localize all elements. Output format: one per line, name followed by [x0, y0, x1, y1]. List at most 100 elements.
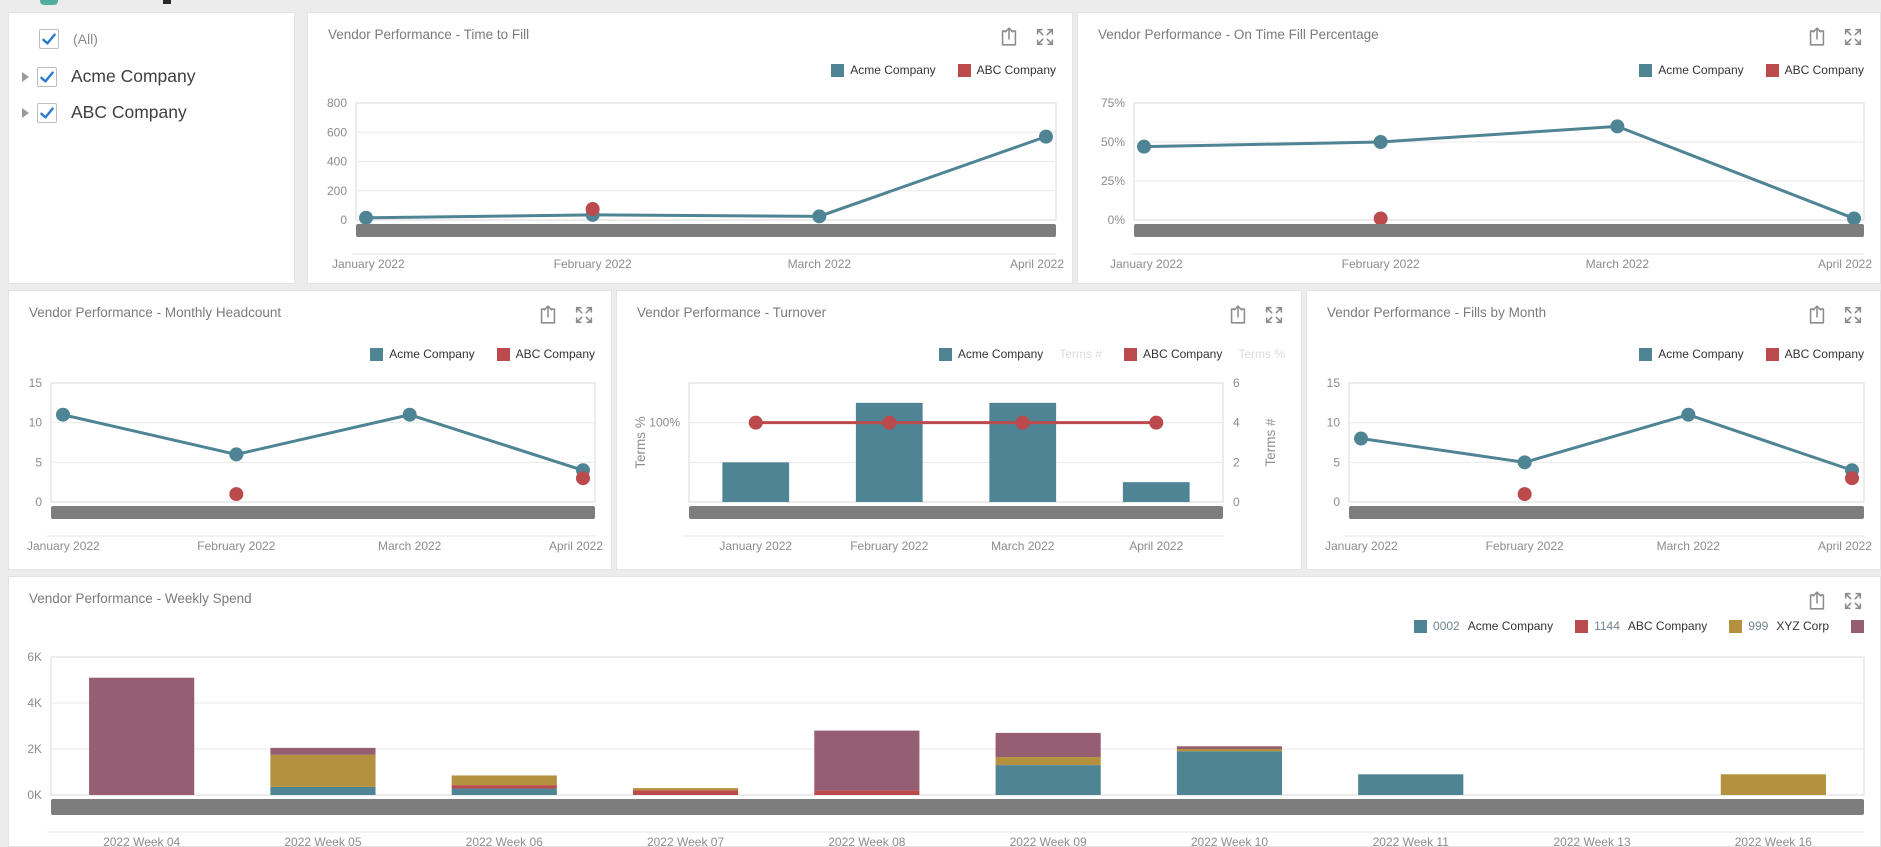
fullscreen-expand-icon[interactable] — [1842, 26, 1864, 48]
expander-icon[interactable] — [22, 71, 29, 82]
filter-item-abc-label[interactable]: ABC Company — [71, 102, 187, 122]
svg-text:0%: 0% — [1108, 213, 1126, 227]
legend-item[interactable]: Acme Company — [370, 347, 475, 361]
svg-text:10: 10 — [29, 416, 43, 430]
svg-text:5: 5 — [35, 455, 42, 469]
legend-swatch — [957, 63, 971, 77]
legend-item[interactable]: 0002 Acme Company — [1414, 619, 1553, 633]
legend-item[interactable]: Acme Company — [1639, 347, 1744, 361]
export-share-icon[interactable] — [1806, 304, 1828, 326]
legend-item[interactable]: ABC Company — [1765, 63, 1864, 77]
chart-legend: Acme Company ABC Company — [1639, 347, 1864, 361]
fills-by-month-chart[interactable]: 0 5 10 15 January 2022 February 2022 March 202… — [1307, 291, 1880, 569]
legend-swatch — [1765, 63, 1779, 77]
chart-scrollbar — [51, 506, 595, 519]
svg-text:March 2022: March 2022 — [788, 257, 852, 271]
checkbox-abc-company[interactable] — [37, 102, 57, 123]
legend-swatch — [1639, 63, 1653, 77]
svg-text:6: 6 — [1233, 376, 1240, 390]
legend-item[interactable]: ABC Company — [957, 63, 1056, 77]
svg-text:0K: 0K — [27, 788, 42, 802]
filter-item-all-label[interactable]: (All) — [73, 31, 98, 47]
legend-swatch — [1765, 347, 1779, 361]
export-share-icon[interactable] — [1806, 26, 1828, 48]
chart-legend: Acme Company Terms # ABC Company Terms % — [938, 347, 1285, 361]
legend-label: Acme Company — [1658, 347, 1744, 361]
svg-text:2022 Week 13: 2022 Week 13 — [1553, 835, 1630, 846]
svg-text:Terms #: Terms # — [1263, 418, 1278, 467]
cutoff-toolbar-glyph — [163, 0, 171, 4]
legend-item[interactable] — [1851, 619, 1864, 633]
legend-prefix: 0002 — [1433, 619, 1460, 633]
legend-item[interactable]: Acme Company — [1639, 63, 1744, 77]
panel-weekly-spend: Vendor Performance - Weekly Spend 0002 Acm… — [8, 576, 1881, 847]
checkmark-icon — [40, 70, 54, 83]
svg-text:50%: 50% — [1101, 135, 1125, 149]
chart-title: Vendor Performance - Weekly Spend — [29, 591, 252, 606]
legend-swatch — [1639, 347, 1653, 361]
legend-item[interactable]: 1144 ABC Company — [1575, 619, 1707, 633]
legend-item[interactable]: ABC Company — [496, 347, 595, 361]
svg-text:2022 Week 08: 2022 Week 08 — [828, 835, 905, 846]
checkmark-icon — [42, 33, 56, 45]
legend-label: Acme Company — [957, 347, 1044, 361]
legend-item[interactable]: 999 XYZ Corp — [1729, 619, 1829, 633]
export-share-icon[interactable] — [998, 26, 1020, 48]
legend-swatch — [370, 347, 384, 361]
legend-label: ABC Company — [976, 63, 1056, 77]
export-share-icon[interactable] — [537, 304, 559, 326]
time-to-fill-chart[interactable]: 0 200 400 600 800 January 2022 February 2022 Ma… — [308, 13, 1072, 283]
legend-label: Acme Company — [1658, 63, 1744, 77]
filter-item-acme-label[interactable]: Acme Company — [71, 66, 196, 86]
fullscreen-expand-icon[interactable] — [1034, 26, 1056, 48]
expander-icon[interactable] — [22, 107, 29, 118]
checkbox-acme-company[interactable] — [37, 66, 57, 87]
svg-text:2: 2 — [1233, 455, 1240, 469]
legend-swatch — [1123, 347, 1137, 361]
legend-swatch — [496, 347, 510, 361]
svg-text:0: 0 — [340, 213, 347, 227]
legend-suffix: Terms % — [1238, 347, 1285, 361]
legend-swatch — [1575, 619, 1589, 633]
cutoff-toolbar-icon — [40, 0, 58, 5]
legend-label: ABC Company — [515, 347, 595, 361]
svg-text:0: 0 — [1333, 495, 1340, 509]
svg-text:6K: 6K — [27, 650, 42, 664]
fullscreen-expand-icon[interactable] — [1263, 304, 1285, 326]
legend-swatch — [831, 63, 845, 77]
export-share-icon[interactable] — [1227, 304, 1249, 326]
panel-time-to-fill: Vendor Performance - Time to Fill Acme Co… — [307, 12, 1073, 284]
export-share-icon[interactable] — [1806, 590, 1828, 612]
svg-text:25%: 25% — [1101, 174, 1125, 188]
legend-item[interactable]: Acme Company — [831, 63, 936, 77]
svg-text:January 2022: January 2022 — [1325, 539, 1398, 553]
svg-text:January 2022: January 2022 — [27, 539, 100, 553]
legend-label: ABC Company — [1784, 63, 1864, 77]
legend-label: Acme Company — [389, 347, 475, 361]
svg-text:400: 400 — [327, 155, 347, 169]
monthly-headcount-chart[interactable]: 0 5 10 15 January 2022 February 2022 March 202… — [9, 291, 611, 569]
svg-text:February 2022: February 2022 — [554, 257, 632, 271]
svg-text:January 2022: January 2022 — [332, 257, 405, 271]
svg-text:10: 10 — [1327, 416, 1341, 430]
legend-item[interactable]: ABC Company — [1765, 347, 1864, 361]
weekly-spend-chart[interactable]: 0K 2K 4K 6K 2022 Week 04 2022 Week 05 2022 Wee… — [9, 577, 1880, 846]
svg-text:February 2022: February 2022 — [1342, 257, 1420, 271]
svg-text:2022 Week 06: 2022 Week 06 — [466, 835, 543, 846]
checkbox-all[interactable] — [39, 29, 59, 49]
fullscreen-expand-icon[interactable] — [1842, 590, 1864, 612]
panel-on-time-fill-percentage: Vendor Performance - On Time Fill Percen… — [1077, 12, 1881, 284]
chart-title: Vendor Performance - Time to Fill — [328, 27, 530, 42]
fullscreen-expand-icon[interactable] — [573, 304, 595, 326]
svg-text:2022 Week 04: 2022 Week 04 — [103, 835, 180, 846]
legend-item[interactable]: ABC Company Terms % — [1123, 347, 1285, 361]
chart-scrollbar — [1349, 506, 1864, 519]
fullscreen-expand-icon[interactable] — [1842, 304, 1864, 326]
svg-text:April 2022: April 2022 — [1818, 257, 1872, 271]
legend-swatch — [1729, 619, 1743, 633]
legend-item[interactable]: Acme Company Terms # — [938, 347, 1102, 361]
svg-text:Terms %: Terms % — [633, 416, 648, 469]
svg-text:March 2022: March 2022 — [1586, 257, 1650, 271]
on-time-fill-percentage-chart[interactable]: 0% 25% 50% 75% January 2022 February 2022 Marc… — [1078, 13, 1880, 283]
